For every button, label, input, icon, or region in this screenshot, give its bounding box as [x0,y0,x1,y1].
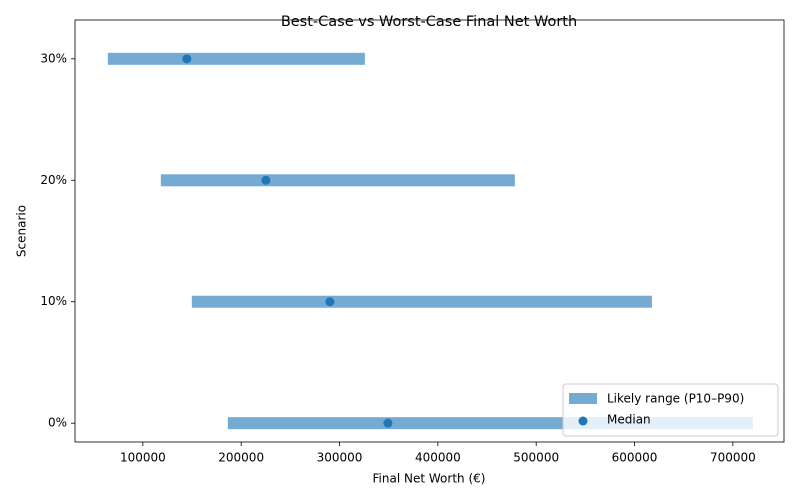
median-dot [261,175,271,185]
x-tick-label: 300000 [317,451,363,465]
y-tick-label: 10% [40,294,67,308]
y-tick-label: 30% [40,51,67,65]
x-tick-label: 100000 [120,451,166,465]
y-tick-label: 20% [40,173,67,187]
y-tick-label: 0% [48,416,67,430]
legend-swatch [578,416,588,426]
legend-label: Median [607,413,651,427]
legend-frame [562,383,779,437]
legend: Likely range (P10–P90) Median [562,383,779,437]
legend-swatch [569,393,597,404]
chart-title: Best-Case vs Worst-Case Final Net Worth [281,14,577,30]
legend-label: Likely range (P10–P90) [607,392,744,406]
range-bar [160,174,515,187]
median-dot [325,297,335,307]
x-axis-label: Final Net Worth (€) [373,472,486,486]
x-tick-label: 600000 [612,451,658,465]
x-tick-label: 700000 [710,451,756,465]
x-tick-label: 200000 [218,451,264,465]
x-tick-label: 500000 [513,451,559,465]
plot-frame [74,19,785,443]
y-axis-label: Scenario [15,205,29,257]
range-bar [191,295,652,308]
range-bar [107,52,365,65]
median-dot [182,54,192,64]
median-dot [383,418,393,428]
x-tick-label: 400000 [415,451,461,465]
